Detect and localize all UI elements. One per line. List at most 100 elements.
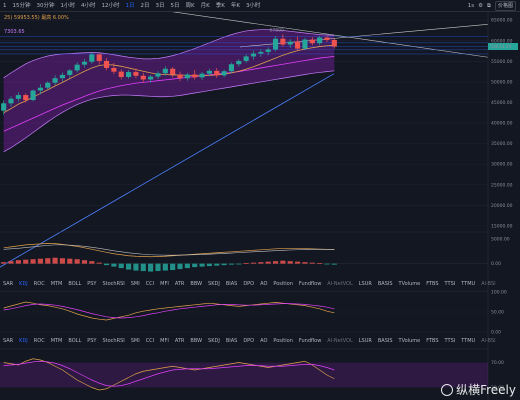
bb-legend: 7303.65	[4, 29, 25, 35]
indicator-tab-dpo[interactable]: DPO	[243, 338, 255, 344]
layout-icon[interactable]: ⧉	[487, 2, 491, 9]
indicator-tab-smi[interactable]: SMI	[130, 338, 140, 344]
indicator-tab-bbw[interactable]: BBW	[190, 281, 203, 287]
indicator-tab-roc[interactable]: ROC	[33, 338, 45, 344]
timeframe-4[interactable]: 4小时	[81, 2, 96, 9]
indicator-tab-mfi[interactable]: MFI	[160, 281, 169, 287]
indicator-tab-ttmu[interactable]: TTMU	[461, 338, 476, 344]
indicator-tab-fundflow[interactable]: Fundflow	[298, 338, 322, 344]
timeframe-1[interactable]: 15分钟	[12, 2, 31, 9]
timeframe-11[interactable]: 月K	[200, 2, 210, 9]
indicator-tab-lsur[interactable]: LSUR	[358, 338, 372, 344]
chart-mode-button[interactable]: 价格图	[494, 1, 516, 11]
indicator-tab-mfi[interactable]: MFI	[160, 338, 169, 344]
indicator-tabs-2: SAR KDJ ROC MTM BOLL PSY StochRSI SMI CCI MFI ATR B…	[0, 336, 496, 346]
bb-legend-text: 7303.65	[4, 29, 25, 35]
candle-body	[258, 51, 264, 54]
indicator-tab-dpo[interactable]: DPO	[243, 281, 255, 287]
indicator-tab-sar[interactable]: SAR	[3, 338, 14, 344]
indicator-tab-psy[interactable]: PSY	[87, 338, 97, 344]
indicator-tab-al-netvol[interactable]: Al-NetVOL	[327, 281, 353, 287]
indicator-tab-boll[interactable]: BOLL	[68, 338, 82, 344]
indicator-tab-position[interactable]: Position	[273, 338, 293, 344]
macd-histogram-bar	[96, 262, 102, 264]
indicator-tab-al-bsi[interactable]: Al-BSI	[481, 338, 496, 344]
interval-label[interactable]: 1s	[467, 3, 475, 9]
timeframe-14[interactable]: 3小时	[245, 2, 261, 9]
indicator-tab-mtm[interactable]: MTM	[50, 338, 63, 344]
indicator-tab-psy[interactable]: PSY	[87, 281, 97, 287]
indicator-tab-al-netvol[interactable]: Al-NetVOL	[327, 338, 353, 344]
indicator-tab-lsur[interactable]: LSUR	[358, 281, 372, 287]
indicator-tab-position[interactable]: Position	[273, 281, 293, 287]
indicator-tab-kdj[interactable]: KDJ	[19, 338, 28, 344]
indicator-tab-fundflow[interactable]: Fundflow	[298, 281, 322, 287]
indicator-tab-bbw[interactable]: BBW	[190, 338, 203, 344]
indicator-tab-basis[interactable]: BASIS	[377, 281, 393, 287]
indicator-tab-ttsi[interactable]: TTSI	[444, 338, 456, 344]
indicator-tab-ao[interactable]: AO	[260, 281, 268, 287]
timeframe-5[interactable]: 12小时	[101, 2, 120, 9]
indicator-tab-ttmu[interactable]: TTMU	[461, 281, 476, 287]
osc1-tick-label: 50.00	[491, 310, 504, 316]
timeframe-12[interactable]: 季K	[215, 2, 225, 9]
indicator-tab-atr[interactable]: ATR	[174, 338, 185, 344]
indicator-tab-cci[interactable]: CCI	[145, 281, 155, 287]
timeframe-0[interactable]: 1	[3, 2, 7, 9]
indicator-tab-basis[interactable]: BASIS	[377, 338, 393, 344]
indicator-tab-atr[interactable]: ATR	[174, 281, 185, 287]
macd-histogram-bar	[140, 263, 146, 272]
timeframe-3[interactable]: 1小时	[60, 2, 76, 9]
indicator-tab-tvolume[interactable]: TVolume	[398, 281, 421, 287]
macd-histogram-bar	[74, 259, 80, 264]
macd-histogram-bar	[272, 261, 279, 264]
indicator-tab-ttsi[interactable]: TTSI	[444, 281, 456, 287]
macd-histogram-bar	[177, 263, 183, 270]
indicator-tab-ftbs[interactable]: FTBS	[426, 281, 439, 287]
timeframe-10[interactable]: 周K	[185, 2, 195, 9]
indicator-tab-stochrsi[interactable]: StochRSI	[102, 338, 125, 344]
candle-body	[81, 61, 88, 65]
indicator-tab-smi[interactable]: SMI	[130, 281, 140, 287]
indicator-tab-mtm[interactable]: MTM	[50, 281, 63, 287]
osc2-tick-label: 70.00	[491, 360, 504, 366]
ma-fast-line	[3, 44, 335, 114]
candle-body	[272, 38, 279, 50]
indicator-tab-skdj[interactable]: SKDJ	[208, 281, 220, 287]
candle-body	[133, 72, 139, 76]
macd-histogram-bar	[30, 259, 36, 264]
timeframe-9[interactable]: 5日	[170, 2, 180, 9]
indicator-tab-bias[interactable]: BIAS	[225, 338, 238, 344]
macd-histogram-bar	[59, 258, 66, 264]
macd-signal-line	[3, 244, 335, 256]
candle-body	[184, 74, 190, 79]
indicator-tab-skdj[interactable]: SKDJ	[208, 338, 220, 344]
indicator-tab-ao[interactable]: AO	[260, 338, 268, 344]
chart-canvas[interactable]: 67800 65000.00 60000.00 55000.00 50000.00 450…	[0, 12, 520, 400]
indicator-tab-tvolume[interactable]: TVolume	[398, 338, 421, 344]
timeframe-2[interactable]: 30分钟	[36, 2, 55, 9]
candle-body	[45, 82, 51, 88]
timeframe-13[interactable]: 年K	[230, 2, 240, 9]
macd-histogram-bar	[214, 263, 220, 266]
candle-body	[192, 74, 198, 78]
indicator-tab-kdj[interactable]: KDJ	[19, 281, 28, 287]
osc2-d-line	[3, 360, 335, 387]
candle-body	[331, 39, 337, 47]
timeframe-6[interactable]: 1日	[125, 2, 135, 9]
timeframe-8[interactable]: 3日	[155, 2, 165, 9]
indicator-tab-al-bsi[interactable]: Al-BSI	[481, 281, 496, 287]
indicator-tab-roc[interactable]: ROC	[33, 281, 45, 287]
indicator-tab-cci[interactable]: CCI	[145, 338, 155, 344]
indicator-tab-bias[interactable]: BIAS	[225, 281, 238, 287]
indicator-tab-sar[interactable]: SAR	[3, 281, 14, 287]
indicator-tab-ftbs[interactable]: FTBS	[426, 338, 439, 344]
timeframe-7[interactable]: 2日	[140, 2, 150, 9]
indicator-tab-stochrsi[interactable]: StochRSI	[102, 281, 125, 287]
osc1-k-line	[3, 301, 335, 321]
candle-body	[30, 90, 36, 101]
settings-icon[interactable]: ⚙	[478, 3, 484, 9]
macd-histogram-bar	[280, 260, 286, 264]
ma-legend-text: 25) 59953.55) 最高 6.00%	[4, 15, 69, 21]
indicator-tab-boll[interactable]: BOLL	[68, 281, 82, 287]
